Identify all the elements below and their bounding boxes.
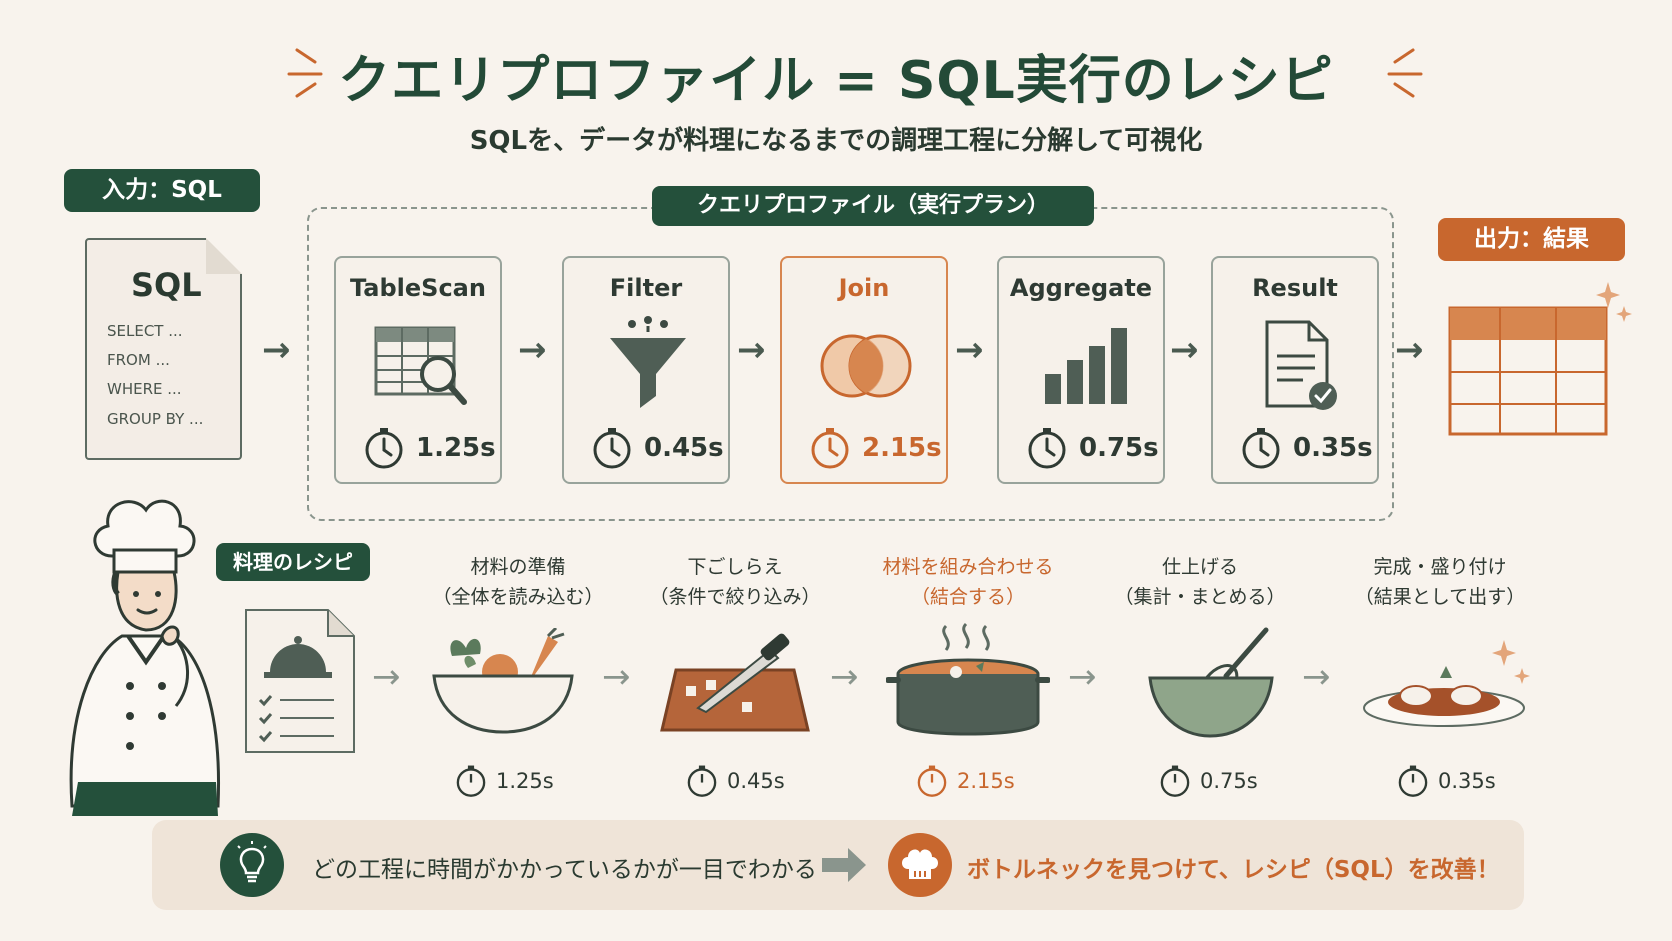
recipe-step-4-label: 仕上げる （集計・まとめる） [1090, 552, 1310, 612]
recipe-step-title: 完成・盛り付け [1373, 556, 1507, 578]
sparkle-icon [1596, 282, 1632, 322]
cutting-board-icon [660, 633, 810, 732]
plan-step-time: 0.75s [1079, 433, 1159, 463]
result-table-icon [1448, 306, 1608, 436]
plan-step-label: Filter [609, 274, 683, 302]
stopwatch-icon [1028, 428, 1066, 469]
recipe-step-subtitle: （結合する） [910, 586, 1025, 608]
arrow-right-icon: → [518, 330, 547, 370]
page-subtitle: SQLを、データが料理になるまでの調理工程に分解して可視化 [469, 126, 1203, 156]
recipe-step-5-time: 0.35s [1396, 764, 1496, 798]
recipe-step-2-label: 下ごしらえ （条件で絞り込み） [625, 552, 845, 612]
cooking-pot-icon [886, 622, 1050, 736]
title-left-decoration [287, 48, 323, 98]
sql-line-from: FROM ... [107, 351, 170, 369]
plan-step-label: Result [1252, 274, 1338, 302]
arrow-right-icon: → [1302, 657, 1331, 697]
recipe-step-time: 0.35s [1438, 769, 1496, 793]
recipe-step-time: 1.25s [496, 769, 554, 793]
recipe-step-2-time: 0.45s [685, 764, 785, 798]
recipe-step-title: 下ごしらえ [687, 556, 783, 578]
stopwatch-icon [811, 428, 849, 469]
footer-insight-text: どの工程に時間がかかっているかが一目でわかる [312, 857, 817, 883]
lightbulb-icon [220, 833, 284, 897]
chef-illustration [69, 499, 220, 816]
arrow-right-icon: → [955, 330, 984, 370]
recipe-step-title: 材料の準備 [470, 556, 566, 578]
recipe-step-subtitle: （全体を読み込む） [432, 586, 604, 608]
arrow-right-icon: → [372, 657, 401, 697]
plan-step-tablescan: TableScan 1.25s [334, 256, 502, 484]
recipe-step-3-label: 材料を組み合わせる （結合する） [858, 552, 1078, 612]
plan-step-result: Result 0.35s [1211, 256, 1379, 484]
plan-step-label: TableScan [350, 274, 486, 302]
plan-step-label: Join [838, 274, 890, 302]
recipe-step-subtitle: （条件で絞り込み） [649, 586, 821, 608]
sql-line-select: SELECT ... [107, 322, 183, 340]
stopwatch-icon [456, 765, 486, 797]
recipe-step-time: 0.75s [1200, 769, 1258, 793]
sql-document: SQL SELECT ... FROM ... WHERE ... GROUP … [85, 238, 242, 460]
venn-diagram-icon [820, 334, 912, 398]
recipe-step-1-time: 1.25s [454, 764, 554, 798]
arrow-right-icon: → [830, 657, 859, 697]
footer-banner: どの工程に時間がかかっているかが一目でわかる ボトルネックを見つけて、レシピ（S… [152, 820, 1524, 910]
plan-step-time: 0.35s [1293, 433, 1373, 463]
plan-step-time: 1.25s [416, 433, 496, 463]
plated-dish-icon [1363, 640, 1530, 727]
table-search-icon [374, 326, 467, 405]
recipe-step-5-label: 完成・盛り付け （結果として出す） [1330, 552, 1550, 612]
recipe-step-title: 材料を組み合わせる [882, 556, 1054, 578]
chef-hat-icon [888, 833, 952, 897]
sql-document-title: SQL [131, 266, 202, 304]
document-check-icon [1265, 320, 1337, 410]
funnel-icon [610, 316, 686, 408]
recipe-step-title: 仕上げる [1161, 556, 1238, 578]
arrow-right-icon: → [1170, 330, 1199, 370]
recipe-step-3-time: 2.15s [915, 764, 1015, 798]
plan-step-time: 2.15s [862, 433, 942, 463]
arrow-right-icon: → [262, 330, 291, 370]
recipe-step-subtitle: （結果として出す） [1354, 586, 1526, 608]
arrow-right-icon [822, 848, 866, 882]
stopwatch-icon [1398, 765, 1428, 797]
sql-line-group-by: GROUP BY ... [107, 410, 204, 428]
plan-step-time: 0.45s [644, 433, 724, 463]
stopwatch-icon [687, 765, 717, 797]
whisk-bowl-icon [1148, 627, 1274, 738]
recipe-step-4-time: 0.75s [1158, 764, 1258, 798]
recipe-step-subtitle: （集計・まとめる） [1114, 586, 1286, 608]
arrow-right-icon: → [1068, 657, 1097, 697]
recipe-label: 料理のレシピ [216, 543, 370, 581]
plan-step-filter: Filter 0.45s [562, 256, 730, 484]
recipe-card-icon [245, 609, 355, 753]
stopwatch-icon [1242, 428, 1280, 469]
recipe-step-1-label: 材料の準備 （全体を読み込む） [408, 552, 628, 612]
plan-step-aggregate: Aggregate 0.75s [997, 256, 1165, 484]
footer-action-text: ボトルネックを見つけて、レシピ（SQL）を改善！ [967, 857, 1500, 883]
vegetable-bowl-icon [432, 628, 574, 734]
arrow-right-icon: → [737, 330, 766, 370]
plan-step-join: Join 2.15s [780, 256, 948, 484]
title-right-decoration [1387, 48, 1423, 98]
query-profile-label: クエリプロファイル（実行プラン） [652, 186, 1094, 226]
arrow-right-icon: → [602, 657, 631, 697]
stopwatch-icon [593, 428, 631, 469]
arrow-right-icon: → [1395, 330, 1424, 370]
stopwatch-icon [365, 428, 403, 469]
stopwatch-icon [1160, 765, 1190, 797]
stopwatch-icon [917, 765, 947, 797]
page-title: クエリプロファイル = SQL実行のレシピ [338, 51, 1334, 111]
sql-line-where: WHERE ... [107, 380, 182, 398]
recipe-step-time: 2.15s [957, 769, 1015, 793]
recipe-step-time: 0.45s [727, 769, 785, 793]
input-label: 入力：SQL [64, 169, 260, 212]
plan-step-label: Aggregate [1009, 274, 1153, 302]
output-label: 出力：結果 [1438, 218, 1625, 261]
bar-chart-icon [1045, 328, 1127, 404]
